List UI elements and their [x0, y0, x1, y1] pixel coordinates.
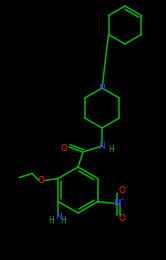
Text: H: H — [108, 145, 114, 153]
Text: O: O — [60, 144, 68, 153]
Text: N: N — [113, 199, 121, 208]
Text: H: H — [48, 216, 54, 225]
Text: N: N — [99, 83, 105, 93]
Text: O: O — [118, 186, 125, 195]
Text: +: + — [119, 197, 124, 202]
Text: N: N — [99, 141, 105, 151]
Text: O: O — [38, 176, 45, 185]
Text: N: N — [55, 212, 61, 221]
Text: H: H — [60, 216, 66, 225]
Text: -: - — [126, 185, 128, 191]
Text: O: O — [118, 214, 125, 223]
